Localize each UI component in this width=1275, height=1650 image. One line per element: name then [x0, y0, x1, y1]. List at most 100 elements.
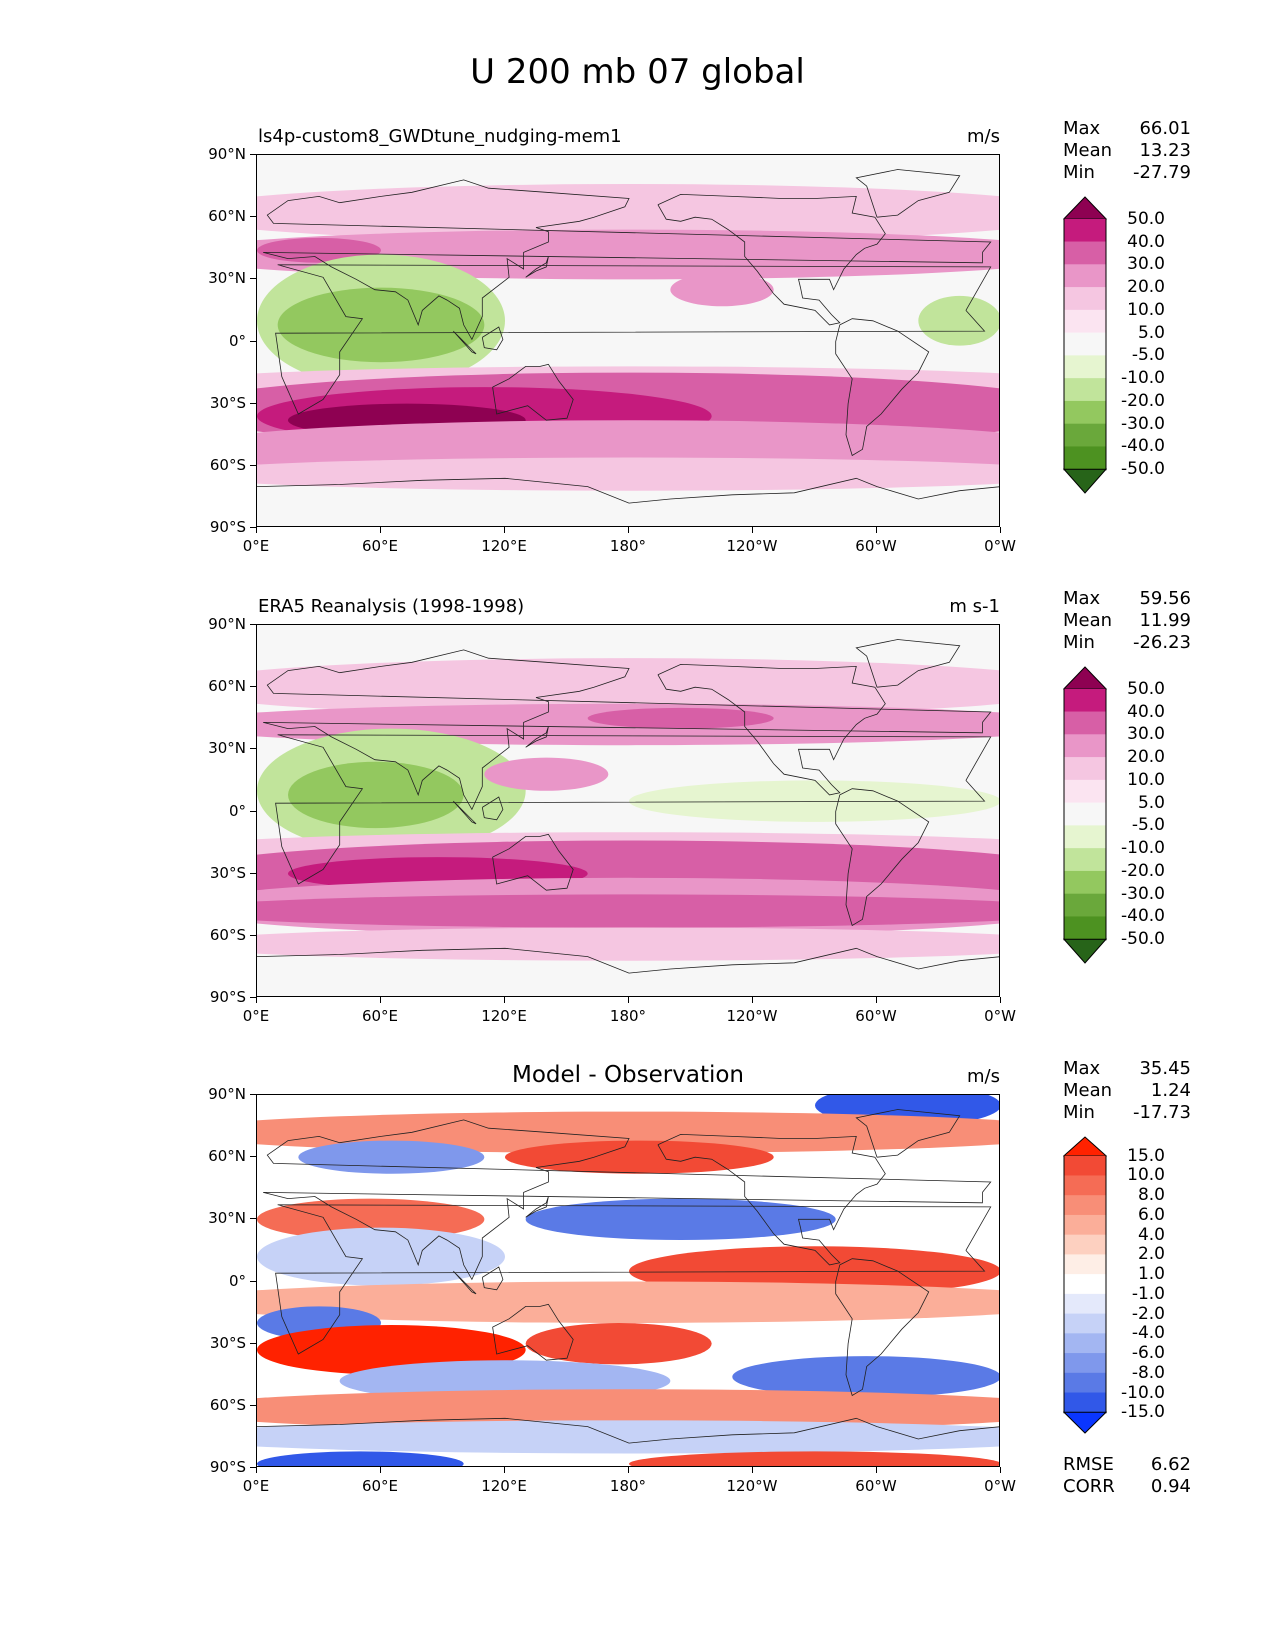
lat-tick	[250, 278, 256, 280]
coastline	[257, 1417, 999, 1444]
lat-tick-label: 30°N	[208, 1209, 246, 1228]
stat-row-max: Max 35.45	[1063, 1058, 1191, 1080]
stat-label: Max	[1063, 1058, 1101, 1079]
stat-label: Mean	[1063, 1080, 1113, 1101]
coastline	[855, 169, 961, 218]
colorbar-label: 10.0	[1127, 1165, 1165, 1186]
stat-label: Min	[1063, 1102, 1095, 1123]
colorbar-segment	[1064, 1214, 1106, 1236]
colorbar-label: 8.0	[1137, 1185, 1165, 1206]
colorbar-segment	[1064, 400, 1106, 425]
stat-row-corr: CORR 0.94	[1063, 1476, 1191, 1498]
coastline	[263, 1119, 992, 1281]
stat-value: 35.45	[1139, 1058, 1191, 1079]
lon-tick-label: 120°W	[726, 1477, 778, 1495]
lon-tick-label: 120°W	[726, 1007, 778, 1025]
lat-tick	[250, 1218, 256, 1220]
lat-tick	[250, 997, 256, 998]
lon-tick	[628, 1467, 629, 1473]
lat-tick-label: 30°S	[209, 1333, 246, 1352]
lon-tick	[752, 1467, 753, 1473]
colorbar	[1063, 1136, 1107, 1434]
colorbar-segment	[1064, 241, 1106, 265]
colorbar-segment	[1064, 1333, 1106, 1354]
lon-tick-label: 120°E	[481, 1477, 527, 1495]
colorbar-segment	[1064, 757, 1106, 781]
lon-tick	[752, 997, 753, 1003]
colorbar-segment	[1064, 848, 1106, 872]
lat-tick-label: 60°S	[209, 455, 246, 474]
colorbar-segment	[1064, 734, 1106, 758]
map-field	[257, 155, 999, 526]
lon-tick	[504, 527, 505, 533]
colorbar-segment	[1064, 1372, 1106, 1394]
coastline	[481, 1266, 504, 1291]
colorbar-label: -4.0	[1131, 1323, 1165, 1344]
colorbar-label: 4.0	[1137, 1224, 1165, 1245]
colorbar-label: 1.0	[1137, 1264, 1165, 1285]
colorbar-segment	[1064, 825, 1106, 849]
lat-tick	[250, 340, 256, 342]
lat-tick-label: 90°S	[209, 988, 246, 1006]
colorbar-label: -10.0	[1121, 838, 1165, 859]
coastline	[257, 477, 999, 504]
colorbar-segment	[1064, 893, 1106, 917]
panel-unit: m/s	[967, 1066, 1000, 1087]
lat-tick	[250, 686, 256, 688]
coastline	[263, 179, 992, 341]
figure-title: U 200 mb 07 global	[470, 52, 805, 92]
lon-tick	[876, 997, 877, 1003]
lon-tick	[256, 1467, 257, 1473]
coastline	[525, 726, 549, 748]
lat-tick	[250, 624, 256, 625]
coastline	[835, 1258, 930, 1397]
contour-band	[629, 780, 999, 822]
lon-tick-label: 120°E	[481, 537, 527, 555]
contour-band	[629, 1451, 999, 1466]
stat-label: Min	[1063, 162, 1095, 183]
colorbar-label: 15.0	[1127, 1145, 1165, 1166]
colorbar-segment	[1064, 378, 1106, 402]
contour-band	[277, 287, 485, 363]
lon-tick	[876, 527, 877, 533]
lat-tick-label: 0°	[228, 1271, 246, 1290]
colorbar-label: -2.0	[1131, 1303, 1165, 1324]
colorbar-label: -50.0	[1121, 929, 1165, 950]
stat-label: Max	[1063, 588, 1101, 609]
coastline	[453, 1270, 477, 1295]
coastline	[275, 264, 992, 415]
lon-tick	[752, 527, 753, 533]
colorbar-segment	[1063, 1136, 1107, 1157]
map-field	[257, 1095, 999, 1466]
contour-band	[587, 707, 774, 729]
stat-value: 0.94	[1150, 1476, 1191, 1497]
panel-label: Model - Observation	[511, 1062, 745, 1088]
colorbar-segment	[1064, 870, 1106, 895]
lon-tick	[504, 1467, 505, 1473]
map-plot	[256, 624, 1000, 997]
lat-tick	[250, 748, 256, 750]
coastline	[275, 1204, 992, 1355]
lat-tick	[250, 216, 256, 218]
panel-unit: m/s	[967, 126, 1000, 147]
colorbar-segment	[1064, 802, 1106, 826]
lon-tick	[380, 1467, 381, 1473]
colorbar-segment	[1063, 938, 1107, 964]
lon-tick	[256, 527, 257, 533]
stat-row-max: Max 66.01	[1063, 118, 1191, 140]
colorbar-label: 30.0	[1127, 254, 1165, 275]
colorbar-label: 5.0	[1137, 792, 1165, 813]
lat-tick	[250, 872, 256, 874]
contour-band	[257, 658, 999, 717]
map-plot	[256, 1094, 1000, 1467]
lat-tick	[250, 1404, 256, 1406]
colorbar-label: -40.0	[1121, 906, 1165, 927]
stat-row-min: Min -27.79	[1063, 162, 1191, 184]
lat-tick	[250, 810, 256, 812]
stat-row-mean: Mean 11.99	[1063, 610, 1191, 632]
lat-tick	[250, 464, 256, 466]
colorbar-segment	[1064, 355, 1106, 379]
colorbar-segment	[1064, 711, 1106, 735]
stat-label: Mean	[1063, 140, 1113, 161]
stat-value: 1.24	[1150, 1080, 1191, 1101]
